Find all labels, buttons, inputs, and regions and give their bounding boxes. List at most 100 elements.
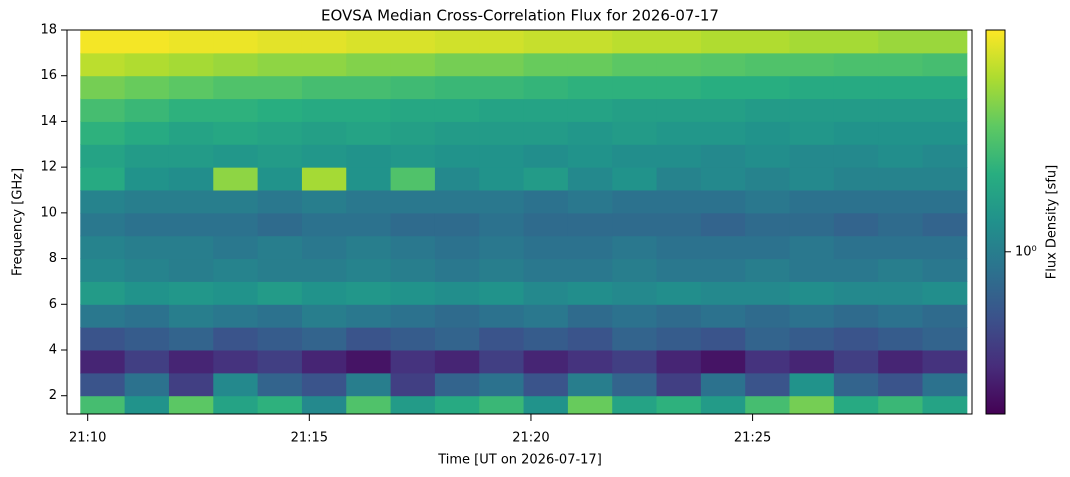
- heatmap-cell: [567, 235, 613, 260]
- heatmap-cell: [878, 167, 924, 191]
- heatmap-cell: [168, 121, 214, 145]
- heatmap-cell: [745, 75, 791, 100]
- heatmap-cell: [479, 304, 525, 328]
- heatmap-cell: [833, 304, 879, 328]
- heatmap-cell: [301, 212, 347, 237]
- heatmap-cell: [878, 52, 924, 77]
- heatmap-cell: [124, 327, 170, 351]
- heatmap-cell: [390, 395, 436, 414]
- heatmap-cell: [434, 167, 480, 191]
- heatmap-cell: [168, 190, 214, 214]
- heatmap-cell: [346, 350, 392, 374]
- heatmap-cell: [833, 167, 879, 191]
- heatmap-cell: [390, 98, 436, 122]
- heatmap-cell: [700, 235, 746, 260]
- heatmap-cell: [213, 190, 259, 214]
- heatmap-cell: [656, 167, 702, 191]
- heatmap-cell: [922, 121, 968, 145]
- heatmap-cell: [301, 258, 347, 282]
- heatmap-cell: [257, 327, 303, 351]
- heatmap-cell: [257, 75, 303, 100]
- x-tick-label: 21:10: [69, 431, 106, 446]
- heatmap-cell: [789, 395, 835, 414]
- heatmap-cell: [434, 372, 480, 397]
- heatmap-cell: [124, 350, 170, 374]
- heatmap-cell: [878, 75, 924, 100]
- heatmap-cell: [257, 52, 303, 77]
- heatmap-cell: [878, 395, 924, 414]
- heatmap-cell: [922, 190, 968, 214]
- heatmap-cell: [390, 30, 436, 54]
- heatmap-cell: [745, 212, 791, 237]
- heatmap-cell: [124, 304, 170, 328]
- heatmap-cell: [479, 167, 525, 191]
- heatmap-cell: [257, 212, 303, 237]
- heatmap-cell: [80, 258, 126, 282]
- heatmap-cell: [168, 98, 214, 122]
- heatmap-cell: [257, 258, 303, 282]
- heatmap-cell: [213, 304, 259, 328]
- heatmap-cell: [168, 75, 214, 100]
- heatmap-cell: [213, 212, 259, 237]
- heatmap-cell: [479, 52, 525, 77]
- heatmap-cell: [346, 327, 392, 351]
- heatmap-cell: [124, 258, 170, 282]
- heatmap-cell: [390, 144, 436, 168]
- heatmap-cell: [523, 190, 569, 214]
- heatmap-cell: [612, 167, 658, 191]
- heatmap-cell: [745, 395, 791, 414]
- heatmap-cell: [523, 235, 569, 260]
- heatmap-cell: [833, 121, 879, 145]
- heatmap-cell: [124, 121, 170, 145]
- heatmap-cell: [656, 144, 702, 168]
- heatmap-cell: [390, 258, 436, 282]
- heatmap-cell: [390, 372, 436, 397]
- y-tick-label: 10: [40, 205, 57, 220]
- heatmap-cell: [257, 98, 303, 122]
- heatmap-cell: [213, 75, 259, 100]
- heatmap-cell: [168, 395, 214, 414]
- heatmap-cell: [700, 30, 746, 54]
- heatmap-cell: [700, 304, 746, 328]
- heatmap-cell: [124, 98, 170, 122]
- heatmap-cell: [523, 167, 569, 191]
- heatmap-cell: [922, 372, 968, 397]
- heatmap-cell: [257, 372, 303, 397]
- y-tick-label: 2: [49, 388, 57, 403]
- heatmap-cell: [301, 235, 347, 260]
- heatmap-cell: [700, 167, 746, 191]
- heatmap-cell: [922, 98, 968, 122]
- heatmap-cell: [789, 30, 835, 54]
- heatmap-cell: [213, 30, 259, 54]
- heatmap-cell: [833, 372, 879, 397]
- heatmap-cell: [168, 304, 214, 328]
- heatmap-cell: [523, 52, 569, 77]
- heatmap-cell: [257, 167, 303, 191]
- heatmap-cell: [567, 212, 613, 237]
- heatmap-cell: [700, 98, 746, 122]
- heatmap-cell: [479, 327, 525, 351]
- heatmap-cell: [124, 372, 170, 397]
- heatmap-cell: [656, 121, 702, 145]
- heatmap-cell: [479, 212, 525, 237]
- heatmap-cell: [301, 30, 347, 54]
- heatmap-cell: [346, 212, 392, 237]
- heatmap-cell: [833, 52, 879, 77]
- heatmap-cell: [213, 395, 259, 414]
- heatmap-cell: [434, 30, 480, 54]
- heatmap-cell: [656, 75, 702, 100]
- heatmap-cell: [346, 304, 392, 328]
- chart-title: EOVSA Median Cross-Correlation Flux for …: [321, 7, 719, 25]
- heatmap-cell: [390, 121, 436, 145]
- heatmap-cell: [301, 372, 347, 397]
- heatmap-cell: [479, 30, 525, 54]
- heatmap-cell: [168, 281, 214, 305]
- heatmap-cell: [567, 395, 613, 414]
- heatmap-cell: [922, 212, 968, 237]
- x-tick-label: 21:20: [512, 431, 549, 446]
- heatmap-cell: [479, 75, 525, 100]
- heatmap-cell: [745, 304, 791, 328]
- heatmap-cell: [878, 304, 924, 328]
- heatmap-cell: [213, 235, 259, 260]
